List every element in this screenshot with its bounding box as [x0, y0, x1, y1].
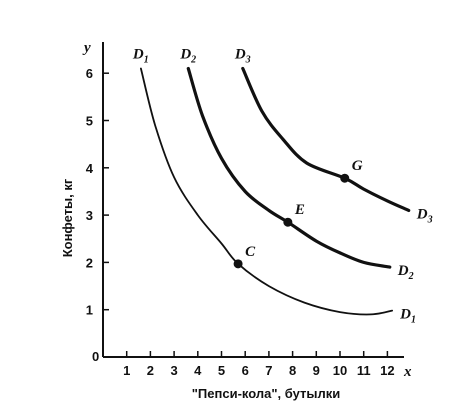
x-tick-label: 3 [170, 363, 177, 378]
points: C E G [233, 158, 363, 269]
curve-label-d2-top: D2 [179, 46, 196, 65]
curve-d3 [241, 66, 411, 212]
x-tick-label: 2 [147, 363, 154, 378]
y-axis-label: Конфеты, кг [60, 178, 75, 257]
curve-label-d1-end: D1 [399, 307, 416, 326]
x-tick-label: 1 [123, 363, 130, 378]
x-tick-label: 5 [218, 363, 225, 378]
x-tick-label: 8 [289, 363, 296, 378]
point-label-c: C [245, 244, 256, 260]
curve-label-d3-top: D3 [234, 46, 251, 65]
x-tick-label: 10 [333, 363, 347, 378]
y-tick-label: 4 [86, 161, 94, 176]
x-tick-label: 9 [313, 363, 320, 378]
point-label-e: E [294, 202, 305, 218]
y-tick-label: 5 [86, 114, 93, 129]
x-tick-label: 11 [357, 363, 371, 378]
curve-label-d2-end: D2 [397, 263, 414, 282]
origin-label: 0 [92, 349, 99, 364]
x-axis-label: "Пепси-кола", бутылки [192, 386, 340, 401]
point-g [340, 173, 350, 183]
y-axis-variable: y [82, 40, 91, 56]
axes [102, 42, 404, 358]
y-tick-label: 3 [86, 208, 93, 223]
curve-label-d1-top: D1 [132, 46, 149, 65]
x-tick-label: 4 [194, 363, 202, 378]
curves: D1 D1 D2 D2 D3 D3 [132, 46, 433, 325]
point-label-g: G [352, 158, 363, 174]
x-tick-label: 12 [380, 363, 394, 378]
point-e [283, 217, 293, 227]
curve-label-d3-end: D3 [416, 206, 433, 225]
point-c [233, 259, 243, 269]
x-tick-label: 7 [265, 363, 272, 378]
curve-d1 [140, 67, 393, 316]
y-tick-label: 6 [86, 66, 93, 81]
curve-d2 [186, 66, 392, 269]
x-tick-label: 6 [242, 363, 249, 378]
y-tick-label: 2 [86, 255, 93, 270]
x-axis-variable: x [403, 364, 412, 380]
y-tick-label: 1 [86, 303, 93, 318]
